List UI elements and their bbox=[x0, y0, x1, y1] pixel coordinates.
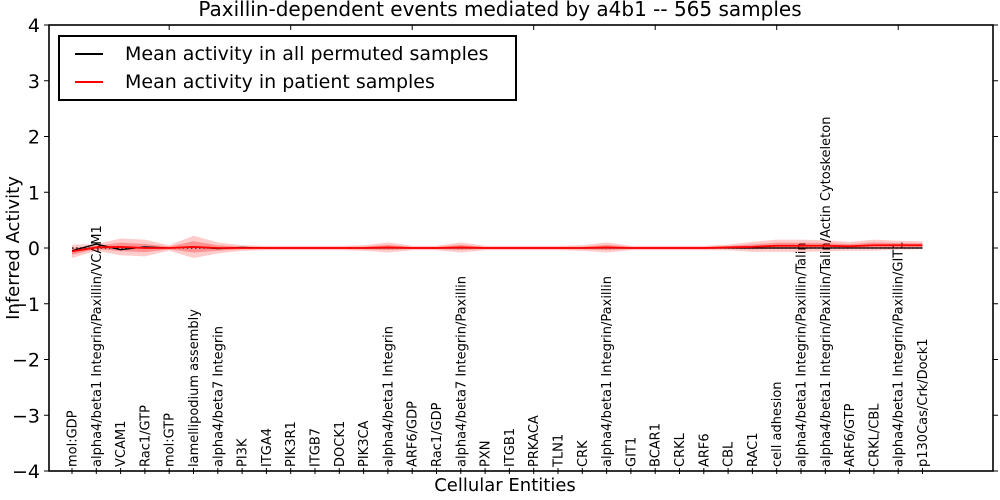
patient-std-band-outer bbox=[72, 235, 923, 259]
x-tick-label: DOCK1 bbox=[333, 421, 348, 467]
y-tick-label: 0 bbox=[28, 238, 40, 260]
y-tick-label: −3 bbox=[12, 405, 40, 427]
y-tick-label: 3 bbox=[28, 71, 40, 93]
legend-item-permuted-samples: Mean activity in all permuted samples bbox=[75, 43, 515, 65]
x-tick-label: alpha4/beta1 Integrin/Paxillin/Talin/Act… bbox=[819, 117, 834, 467]
x-tick-label: CRKL bbox=[673, 432, 688, 467]
chart-title: Paxillin-dependent events mediated by a4… bbox=[198, 0, 802, 21]
x-tick-label: alpha4/beta1 Integrin/Paxillin/GIT1 bbox=[892, 241, 907, 467]
x-tick-label: lamellipodium assembly bbox=[187, 309, 202, 467]
x-tick-label: CRK bbox=[576, 440, 591, 467]
x-tick-label: TLN1 bbox=[552, 434, 567, 468]
legend-line-sample-red bbox=[75, 81, 103, 83]
x-tick-label: GIT1 bbox=[624, 437, 639, 467]
legend-item-patient-samples: Mean activity in patient samples bbox=[75, 71, 515, 93]
x-tick-label: PIK3R1 bbox=[284, 421, 299, 467]
x-tick-label: alpha4/beta7 Integrin bbox=[211, 326, 226, 467]
x-tick-label: ARF6/GTP bbox=[843, 403, 858, 467]
x-tick-label: ITGA4 bbox=[260, 428, 275, 467]
y-tick-label: −4 bbox=[12, 461, 40, 483]
x-tick-label: VCAM1 bbox=[114, 421, 129, 467]
y-tick-label: −2 bbox=[12, 350, 40, 372]
x-tick-label: Rac1/GDP bbox=[430, 402, 445, 467]
x-tick-label: ARF6/GDP bbox=[406, 401, 421, 467]
chart-generated-content: mol:GDP alpha4/beta1 Integrin/Paxillin/VC… bbox=[12, 15, 998, 483]
x-tick-label: PXN bbox=[479, 441, 494, 467]
x-tick-label: CBL bbox=[722, 441, 737, 467]
x-tick-label: cell adhesion bbox=[770, 381, 785, 467]
x-tick-label: mol:GDP bbox=[66, 410, 81, 467]
x-tick-label: CRKL/CBL bbox=[867, 403, 882, 467]
x-tick-label: alpha4/beta7 Integrin/Paxillin bbox=[454, 276, 469, 467]
legend-line-sample-black bbox=[75, 53, 103, 55]
x-tick-label: alpha4/beta1 Integrin/Paxillin/Talin bbox=[795, 242, 810, 467]
x-tick-label: Rac1/GTP bbox=[138, 405, 153, 467]
x-tick-label: p130Cas/Crk/Dock1 bbox=[916, 338, 931, 467]
x-tick-label: PRKACA bbox=[527, 415, 542, 467]
x-axis-label: Cellular Entities bbox=[434, 475, 576, 496]
x-tick-label: alpha4/beta1 Integrin bbox=[381, 326, 396, 467]
y-tick-label: 4 bbox=[28, 15, 40, 37]
x-tick-label: ITGB1 bbox=[503, 428, 518, 467]
y-tick-label: 1 bbox=[28, 182, 40, 204]
x-tick-label: ITGB7 bbox=[309, 428, 324, 467]
x-tick-label: mol:GTP bbox=[163, 413, 178, 467]
x-tick-label: alpha4/beta1 Integrin/Paxillin/VCAM1 bbox=[90, 225, 105, 467]
x-tick-label: RAC1 bbox=[746, 432, 761, 467]
x-tick-label: alpha4/beta1 Integrin/Paxillin bbox=[600, 276, 615, 467]
patient-mean-line bbox=[71, 244, 923, 253]
legend: Mean activity in all permuted samples Me… bbox=[58, 35, 517, 101]
x-tick-label: PIK3CA bbox=[357, 420, 372, 467]
x-tick-label: BCAR1 bbox=[649, 423, 664, 467]
y-tick-label: −1 bbox=[12, 294, 40, 316]
x-tick-label: PI3K bbox=[236, 438, 251, 467]
y-tick-label: 2 bbox=[28, 127, 40, 149]
legend-label-patient-samples: Mean activity in patient samples bbox=[125, 71, 435, 93]
legend-label-permuted-samples: Mean activity in all permuted samples bbox=[125, 43, 489, 65]
x-tick-label: ARF6 bbox=[697, 433, 712, 467]
y-axis-label: Inferred Activity bbox=[3, 176, 24, 320]
